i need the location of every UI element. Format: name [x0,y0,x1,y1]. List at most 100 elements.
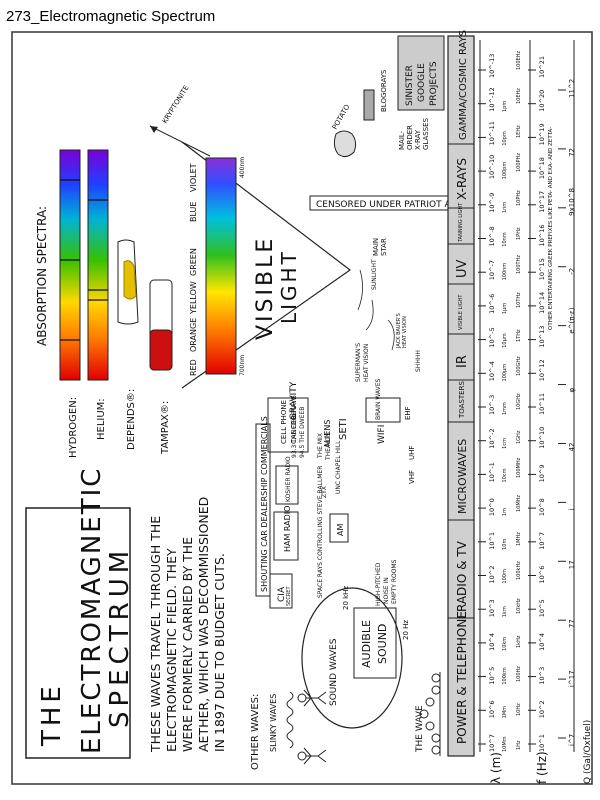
kryptonite-annotation: KRYPTONITE [149,84,211,157]
intro-line-4: AETHER, WHICH WAS DECOMMISSIONED [196,497,211,752]
other-waves-label: OTHER WAVES: [250,694,261,770]
aliens-label: ALIENS [323,420,332,448]
censored-label: CENSORED UNDER PATRIOT ACT [316,200,463,210]
cancer-label: CANCER RAYS [290,395,298,444]
q-tick-label: i [568,508,576,510]
audible-label-2: SOUND [376,624,389,664]
vhf-label: VHF [408,470,416,484]
visible-light: VISIBLE LIGHT RED ORANGE YELLOW GREEN BL… [181,141,352,389]
cia-box [269,573,293,609]
color-blue: BLUE [189,202,198,222]
f-word-tick-label: 10THz [516,292,522,308]
high-pitched-3: EMPTY ROOMS [391,559,398,604]
lambda-word-tick-label: 1Mm [502,706,508,718]
blogorays-marker [363,89,375,121]
audible-label-1: AUDIBLE [360,620,373,668]
q-tick-label: 42 [568,443,576,452]
lambda-word-tick-label: 1nm [502,202,508,213]
sound-waves-label: SOUND WAVES [329,638,339,706]
q-tick-label: e^(π-ε) [568,307,576,333]
kosher-box [275,465,299,505]
f-tick-label: 10^21 [538,56,546,78]
title-line-3: SPECTRUM [105,546,135,728]
stick-figure-body-1 [303,747,327,765]
cia-label: CIA [277,586,287,602]
lambda-tick-label: 10^6 [488,700,496,718]
sinister-box [397,35,445,111]
lambda-word-tick-label: 1μm [502,303,508,314]
unc-label: UNC CHAPEL HILL [335,440,342,494]
f-tick-label: 10^19 [538,123,546,145]
intro-line-2: ELECTROMAGNETIC FIELD. THEY [164,548,179,752]
star-label: STAR [380,238,388,256]
color-green: GREEN [189,248,198,276]
shhh-label: SHHHH [415,350,422,372]
lambda-tick-label: 10^-9 [488,193,496,213]
color-violet: VIOLET [189,163,198,192]
title-line-1: THE [37,682,67,747]
f-tick-label: 10^8 [538,498,546,516]
kryptonite-arrow [149,125,211,157]
hydrogen-label: HYDROGEN: [68,397,79,458]
lambda-word-tick-label: 1km [502,606,508,617]
nm-high: 400nm [239,157,246,178]
f-tick-label: 10^4 [538,633,546,651]
q-tick-label: 11^2 [568,79,576,98]
lambda-tick-label: 10^-11 [488,121,496,145]
lambda-tick-label: 10^5 [488,667,496,685]
uhf-label: UHF [408,446,416,460]
lambda-tick-label: 10^-2 [488,428,496,448]
ham-label: HAM RADIO [283,506,292,552]
q-tick-label: -2 [568,268,576,275]
panel-border [11,31,593,785]
f-tick-label: 10^10 [538,427,546,449]
hits-label: THE HITS [325,432,332,461]
f-tick-label: 10^13 [538,326,546,348]
superman-label-2: HEAT VISION [363,344,370,382]
f-tick-label: 10^3 [538,667,546,685]
fm-label-2: 94.5 THE DWEEB [299,407,306,458]
high-pitched-2: NOISE IN [383,577,390,604]
f-label: f (Hz) [535,751,549,784]
lambda-tick-label: 10^-7 [488,260,496,280]
f-tick-label: 10^5 [538,599,546,617]
annotations: SHOUTING CAR DEALERSHIP COMMERCIALS CIA … [255,35,471,609]
f-tick-label: 10^2 [538,700,546,718]
stick-figure-head-2 [297,693,307,703]
lambda-tick-label: 10^-5 [488,327,496,347]
slinky-label: SLINKY WAVES [269,694,278,752]
q-ticks: i^7 i^17 77 17 i 42 φ e^(π-ε) -2 9x10^8 72 11^2 [558,79,576,746]
lambda-word-tick-label: 10nm [502,232,508,247]
brain-box [365,397,401,423]
other-waves: OTHER WAVES: SLINKY WAVES SOUND WAVES AU… [250,559,441,770]
q-tick-label: 77 [568,619,576,628]
mix-label: THE MIX [317,433,324,459]
title-box [25,507,131,759]
stick-figure-body-2 [303,689,327,707]
q-tick-label: i^7 [568,734,576,746]
high-pitched-1: HIGH-PITCHED [375,562,382,606]
crowd-doing-wave [419,672,441,756]
sound-cloud [301,587,403,729]
visible-label-2: LIGHT [277,249,301,324]
kosher-label: KOSHER RADIO [285,456,292,502]
q-tick-label: i^17 [568,670,576,687]
f-word-tick-label: 100Hz [516,666,522,682]
q-tick-label: 17 [568,560,576,569]
sinister-3: PROJECTS [429,61,439,106]
sinister-2: GOOGLE [417,63,427,102]
helium-label: HELIUM: [96,398,107,440]
mail-4: GLASSES [422,117,430,150]
shouting-box [255,423,271,597]
cia-sub: SECRET [286,586,292,606]
annotation-squiggles [357,269,395,351]
tampax-label: TAMPAX®: [160,401,171,455]
potato-label: POTATO [331,103,352,131]
f-word-tick-label: 100kHz [516,561,522,580]
blogorays-label: BLOGORAYS [380,69,388,112]
helium-spectrum [87,149,109,381]
f-tick-label: 10^18 [538,157,546,179]
f-word-tick-label: 10GHz [516,393,522,410]
brain-label: BRAIN WAVES [375,378,382,420]
color-red: RED [189,359,198,376]
